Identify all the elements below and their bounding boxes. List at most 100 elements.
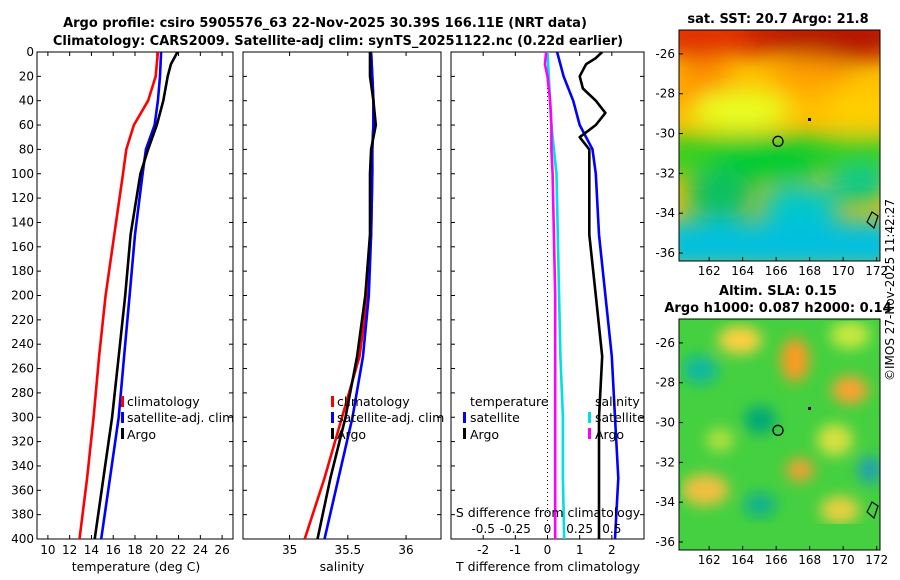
series-line-argo	[316, 52, 378, 539]
legend-label-satellite: satellite-adj. clim	[337, 410, 444, 425]
y-tick-label: -32	[655, 455, 675, 469]
y-tick-label: 380	[11, 508, 34, 522]
x-tick-label: -2	[477, 543, 489, 557]
x-tick-label: 35.5	[334, 543, 361, 557]
x-tick-label: 10	[40, 543, 55, 557]
legend-swatch-t-satellite	[463, 412, 466, 423]
y-tick-label: 320	[11, 435, 34, 449]
temperature-xlabel: temperature (deg C)	[72, 559, 201, 574]
y-tick-label: 280	[11, 386, 34, 400]
y-tick-label: 300	[11, 410, 34, 424]
x2-tick-label: -0.25	[500, 522, 531, 536]
x-tick-label: 170	[832, 553, 855, 567]
sst-map	[679, 30, 880, 261]
series-line-satellite-adj-clim	[99, 52, 163, 539]
legend-label-t-argo: Argo	[470, 427, 499, 442]
difference-legend: temperature satellite Argo salinity sate…	[463, 394, 645, 442]
temperature-series	[78, 52, 179, 539]
sla-map-ticks: 162 164 166 168 170 172 -26 -28 -30 -32 -34 -36	[655, 336, 888, 567]
legend-swatch-s-argo	[588, 428, 591, 439]
series-line-argo	[93, 52, 179, 539]
y-tick-label: 20	[19, 69, 34, 83]
x-tick-label: 164	[731, 553, 754, 567]
x-tick-label: 36	[398, 543, 413, 557]
y-tick-label: -34	[655, 206, 675, 220]
legend-swatch-argo	[121, 428, 124, 439]
t-difference-xlabel: T difference from climatology	[455, 559, 641, 574]
legend-label-t-satellite: satellite	[470, 410, 520, 425]
legend-swatch-s-satellite	[588, 412, 591, 423]
y-tick-label: -36	[655, 246, 675, 260]
x-tick-label: -1	[509, 543, 521, 557]
y-tick-label: 220	[11, 313, 34, 327]
y-tick-label: -32	[655, 166, 675, 180]
series-line-t-satellite	[555, 52, 620, 539]
legend-label-argo: Argo	[337, 427, 366, 442]
y-tick-label: -26	[655, 47, 675, 61]
legend-title-temperature: temperature	[470, 394, 549, 409]
sla-map-title: Altim. SLA: 0.15	[719, 284, 837, 299]
x-tick-label: 166	[765, 553, 788, 567]
difference-axes	[450, 51, 645, 540]
legend-swatch-satellite	[331, 412, 334, 423]
s-difference-ticks: -0.5 -0.25 0 0.25 0.5	[471, 522, 621, 536]
x2-tick-label: 0	[544, 522, 552, 536]
y-tick-label: 260	[11, 362, 34, 376]
series-line-s-argo	[543, 52, 557, 539]
difference-series	[543, 52, 620, 539]
salinity-legend: climatology satellite-adj. clim Argo	[331, 394, 444, 442]
legend-label-climatology: climatology	[127, 394, 200, 409]
y-tick-label: 200	[11, 289, 34, 303]
legend-label-climatology: climatology	[337, 394, 410, 409]
y-tick-label: -34	[655, 495, 675, 509]
s-difference-xlabel: S difference from climatology	[456, 505, 641, 520]
argo-location-marker	[772, 135, 784, 147]
x-tick-label: 162	[698, 264, 721, 278]
x-tick-label: 18	[127, 543, 142, 557]
y-tick-label: -30	[655, 416, 675, 430]
series-line-climatology	[78, 52, 160, 539]
y-tick-label: 360	[11, 483, 34, 497]
x-tick-label: 35	[282, 543, 297, 557]
legend-swatch-satellite	[121, 412, 124, 423]
legend-swatch-argo	[331, 428, 334, 439]
temperature-axes	[36, 51, 234, 540]
y-tick-label: 40	[19, 94, 34, 108]
sst-map-point	[808, 118, 811, 121]
x2-tick-label: -0.5	[471, 522, 494, 536]
y-tick-label: -30	[655, 127, 675, 141]
y-tick-label: 180	[11, 264, 34, 278]
sla-map	[679, 319, 880, 550]
x-tick-label: 24	[193, 543, 208, 557]
difference-ticks: -2 -1 0 1 2	[451, 51, 644, 557]
legend-swatch-climatology	[121, 396, 124, 407]
legend-swatch-t-argo	[463, 428, 466, 439]
sst-map-ticks: 162 164 166 168 170 172 -26 -28 -30 -32 -34 -36	[655, 47, 888, 278]
legend-title-salinity: salinity	[595, 394, 640, 409]
y-tick-label: 80	[19, 142, 34, 156]
x-tick-label: 166	[765, 264, 788, 278]
y-tick-label: 240	[11, 337, 34, 351]
legend-label-s-argo: Argo	[595, 427, 624, 442]
x-tick-label: 22	[171, 543, 186, 557]
sst-map-frame	[678, 29, 881, 262]
x-tick-label: 16	[106, 543, 121, 557]
x-tick-label: 168	[798, 553, 821, 567]
legend-label-s-satellite: satellite	[595, 410, 645, 425]
salinity-ticks: 35 35.5 36	[243, 51, 441, 557]
x-tick-label: 20	[149, 543, 164, 557]
x-tick-label: 14	[84, 543, 99, 557]
legend-label-argo: Argo	[127, 427, 156, 442]
x-tick-label: 1	[576, 543, 584, 557]
y-tick-label: 120	[11, 191, 34, 205]
copyright-stamp: ©IMOS 27-Nov-2025 11:42:27	[883, 199, 897, 381]
x-tick-label: 172	[865, 553, 888, 567]
x-tick-label: 12	[62, 543, 77, 557]
y-tick-label: 60	[19, 118, 34, 132]
y-tick-label: 140	[11, 215, 34, 229]
y-tick-label: 100	[11, 167, 34, 181]
y-tick-label: 160	[11, 240, 34, 254]
sst-map-title: sat. SST: 20.7 Argo: 21.8	[687, 12, 868, 27]
temperature-legend: climatology satellite-adj. clim Argo	[121, 394, 234, 442]
